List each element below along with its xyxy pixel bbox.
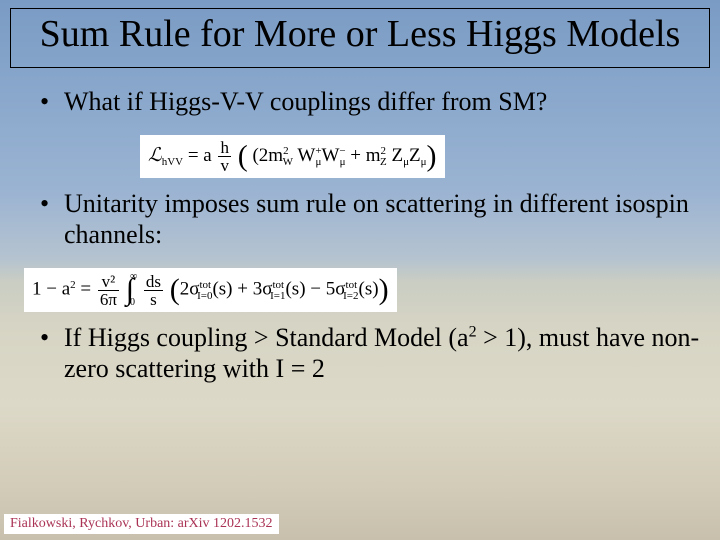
mw-sub: W [283,156,293,168]
t3-sup: tot [346,279,358,291]
rparen1: ) [427,139,437,172]
mz-sup: 2 [381,145,387,157]
bullet-3-sup: 2 [469,324,477,341]
frac-ds-den: s [144,291,163,308]
frac-ds-num: ds [144,273,163,291]
mw-sup: 2 [283,145,289,157]
plus-a: + [233,279,253,300]
mz-sub: Z [380,156,387,168]
t1-sub: I=0 [197,290,212,302]
z2-sub: μ [421,156,427,168]
frac-ds: dss [144,273,163,308]
z1-sub: μ [403,156,409,168]
lparen1: ( [238,139,248,172]
open1: (2m [248,145,283,166]
rparen2: ) [379,273,389,306]
w1: W [293,145,315,166]
t1-sup: tot [199,279,211,291]
bullet-list-3: If Higgs coupling > Standard Model (a2 >… [10,322,710,384]
t2-arg: (s) [285,279,305,300]
frac-v2-den: 6π [98,291,119,308]
w2-sup: − [339,145,345,157]
bullet-list-2: Unitarity imposes sum rule on scattering… [10,188,710,250]
frac-hv-den: v [218,157,231,174]
cal-L: ℒ [148,145,162,166]
bullet-list: What if Higgs-V-V couplings differ from … [10,86,710,117]
formula-lagrangian: ℒhVV = a hv ( (2m2W W+μW−μ + m2Z ZμZμ) [140,135,445,178]
z1: Z [387,145,403,166]
frac-hv-num: h [218,139,231,157]
integral-icon: ∫ [126,281,134,299]
slide-title: Sum Rule for More or Less Higgs Models [21,13,699,57]
plus1: + m [346,145,381,166]
w1-sup: + [315,145,321,157]
t1-arg: (s) [212,279,232,300]
eq2: = [76,279,96,300]
eq1: = a [183,145,216,166]
t2-sup: tot [272,279,284,291]
w2-sub: μ [340,156,346,168]
w1-sub: μ [316,156,322,168]
z2: Z [409,145,421,166]
slide-content: Sum Rule for More or Less Higgs Models W… [0,0,720,540]
bullet-2-text: Unitarity imposes sum rule on scattering… [64,189,689,249]
lhs2a: 1 − a [32,279,70,300]
citation-box: Fialkowski, Rychkov, Urban: arXiv 1202.1… [4,514,279,534]
w2: W [321,145,339,166]
bullet-2: Unitarity imposes sum rule on scattering… [40,188,710,250]
bullet-1-text: What if Higgs-V-V couplings differ from … [64,87,547,116]
t3-arg: (s) [359,279,379,300]
bullet-3: If Higgs coupling > Standard Model (a2 >… [40,322,710,384]
formula-sumrule: 1 − a2 = v²6π ∫∞0 dss (2σtotI=0(s) + 3σt… [24,268,397,312]
bullet-3-a: If Higgs coupling > Standard Model (a [64,323,469,352]
frac-v2-num: v² [98,273,119,291]
bullet-1: What if Higgs-V-V couplings differ from … [40,86,710,117]
frac-hv: hv [218,139,231,174]
lparen2: ( [170,273,180,306]
lhs2-sup: 2 [70,279,76,291]
frac-v2: v²6π [98,273,119,308]
t3-sub: I=2 [343,290,358,302]
lhs-sub: hVV [162,156,183,168]
title-box: Sum Rule for More or Less Higgs Models [10,8,710,68]
minus-a: − [306,279,326,300]
citation-text: Fialkowski, Rychkov, Urban: arXiv 1202.1… [10,516,273,531]
t2-sub: I=1 [270,290,285,302]
